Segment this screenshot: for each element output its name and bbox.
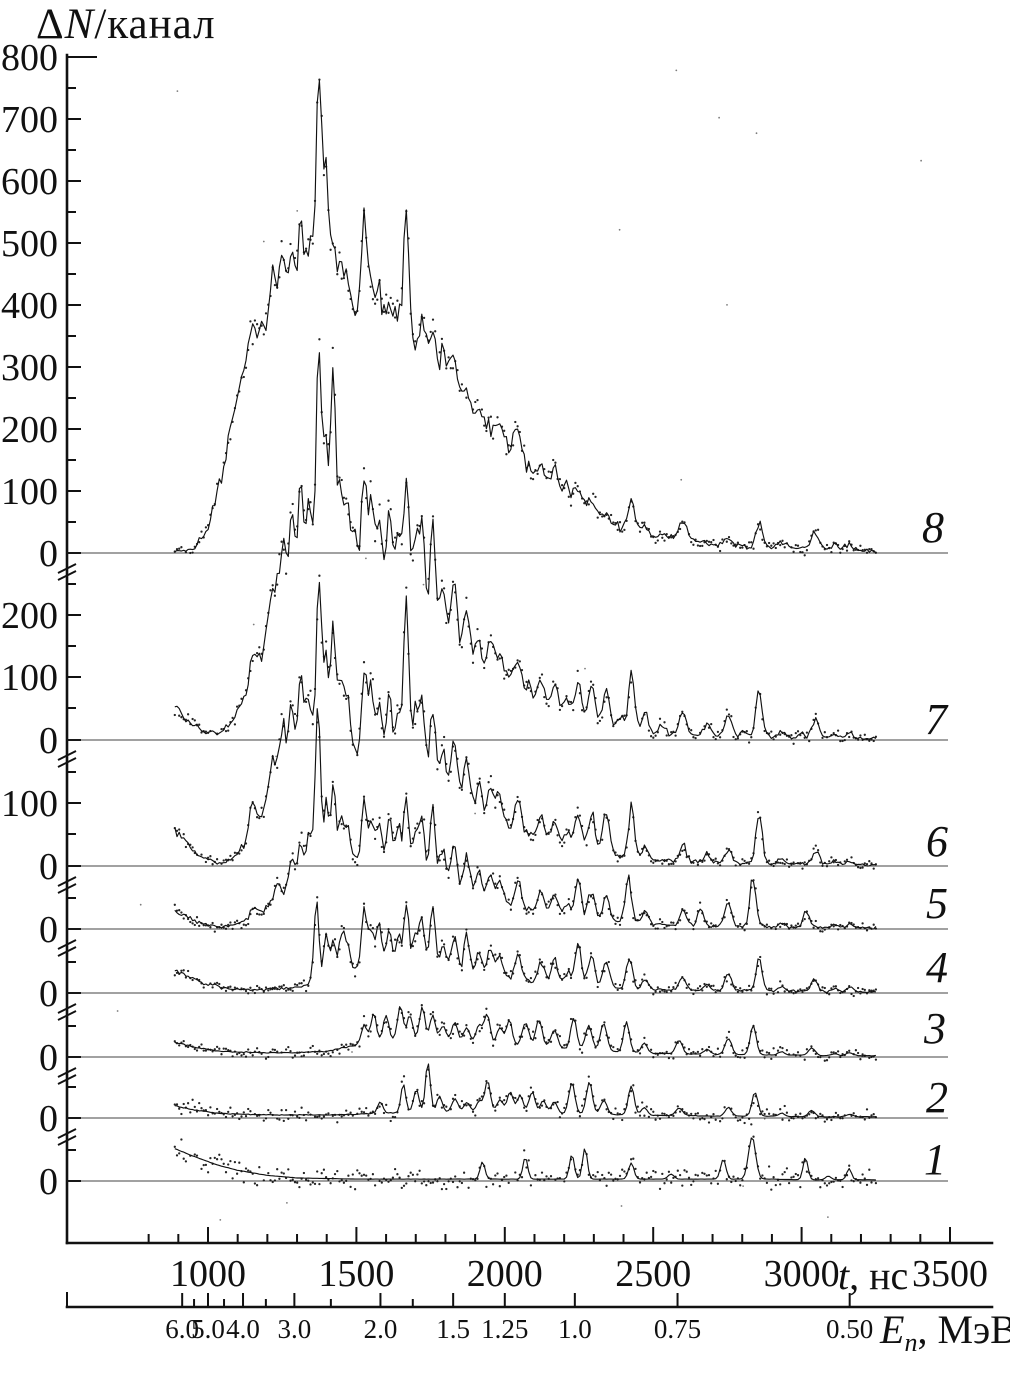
curve-label-5: 5 — [926, 879, 948, 928]
time-unit-text: , нс — [849, 1253, 909, 1298]
time-axis-ticks — [147, 1227, 951, 1243]
y-tick-label-s0-300: 300 — [1, 347, 58, 389]
spectrum-curve-3: 3 — [67, 1004, 948, 1062]
y-tick-label-s1-200: 200 — [1, 595, 58, 637]
curve-label-1: 1 — [924, 1135, 946, 1184]
y-axis-title: ΔN/канал — [36, 0, 216, 49]
energy-tick-label-0.50: 0.50 — [826, 1314, 873, 1344]
spectrum-curve-8: 8 — [67, 78, 948, 557]
data-points-curve-6 — [173, 574, 878, 870]
y-axis-tick-labels: 800 700 600 500 400 300 200 100 0 200 100 0 100 0 0 0 0 0… — [1, 37, 58, 1203]
energy-tick-label-0.75: 0.75 — [654, 1314, 701, 1344]
y-tick-label-s3-0: 0 — [39, 909, 58, 951]
fit-line-curve-6 — [174, 581, 876, 867]
energy-tick-label-3.0: 3.0 — [277, 1314, 311, 1344]
scan-speckle-noise — [116, 69, 923, 1221]
fit-line-curve-8 — [174, 79, 877, 553]
curve-label-2: 2 — [926, 1073, 948, 1122]
energy-axis-title: En, МэВ — [880, 1306, 1010, 1358]
y-tick-label-s0-500: 500 — [1, 223, 58, 265]
y-tick-label-s6-0: 0 — [39, 1098, 58, 1140]
y-tick-label-s0-100: 100 — [1, 471, 58, 513]
energy-tick-label-1.0: 1.0 — [558, 1314, 592, 1344]
y-tick-label-s7-0: 0 — [39, 1161, 58, 1203]
time-tick-label-1000: 1000 — [170, 1253, 246, 1295]
curve-label-6: 6 — [926, 817, 948, 866]
spectrum-curve-1: 1 — [67, 1123, 948, 1191]
fit-line-curve-1 — [174, 1137, 876, 1181]
curve-label-3: 3 — [923, 1004, 946, 1053]
time-tick-label-1500: 1500 — [318, 1253, 394, 1295]
y-tick-label-s4-0: 0 — [39, 973, 58, 1015]
axes — [65, 53, 994, 1309]
y-tick-label-s2-0: 0 — [39, 846, 58, 888]
fit-line-curve-2 — [174, 1063, 876, 1118]
y-axis-quantity-symbol: N — [64, 1, 95, 48]
y-tick-label-s5-0: 0 — [39, 1037, 58, 1079]
y-tick-label-s0-400: 400 — [1, 285, 58, 327]
energy-axis-ticks — [66, 1292, 851, 1307]
spectrum-curve-4: 4 — [67, 896, 948, 998]
y-tick-label-s0-600: 600 — [1, 161, 58, 203]
time-tick-label-3000: 3000 — [764, 1253, 840, 1295]
curve-label-7: 7 — [925, 695, 949, 744]
curve-label-4: 4 — [926, 943, 948, 992]
y-tick-label-s1-0: 0 — [39, 720, 58, 762]
fit-line-curve-4 — [174, 901, 876, 994]
energy-axis-tick-labels: 6.05.0 4.0 3.0 2.0 1.5 1.25 1.0 0.75 0.50 — [165, 1314, 873, 1344]
energy-tick-label-6.0: 6.0 — [165, 1314, 199, 1344]
time-tick-label-3500: 3500 — [912, 1253, 988, 1295]
energy-tick-label-5.0: 5.0 — [191, 1314, 225, 1344]
energy-tick-label-4.0: 4.0 — [226, 1314, 260, 1344]
fit-line-curve-7 — [174, 352, 877, 740]
energy-tick-label-2.0: 2.0 — [364, 1314, 398, 1344]
energy-unit-text: , МэВ — [917, 1307, 1010, 1352]
time-axis-title: t, нс — [838, 1252, 908, 1299]
data-points-curve-1 — [173, 1123, 878, 1191]
y-tick-label-s0-0: 0 — [39, 533, 58, 575]
data-points-curve-4 — [173, 896, 878, 998]
time-tick-label-2500: 2500 — [615, 1253, 691, 1295]
y-tick-label-s0-200: 200 — [1, 409, 58, 451]
spectrum-curve-5: 5 — [67, 708, 948, 933]
data-points-curve-7 — [173, 338, 878, 745]
curve-label-8: 8 — [922, 503, 944, 552]
time-tick-label-2000: 2000 — [467, 1253, 543, 1295]
data-points-curve-8 — [173, 78, 878, 557]
time-axis-tick-labels: 1000 1500 2000 2500 3000 3500 — [170, 1253, 988, 1295]
fit-line-curve-3 — [174, 1006, 876, 1057]
spectrum-curve-6: 6 — [67, 574, 948, 870]
time-symbol: t — [838, 1253, 850, 1298]
y-tick-label-s0-700: 700 — [1, 99, 58, 141]
y-tick-label-s2-100: 100 — [1, 783, 58, 825]
spectrum-curve-7: 7 — [67, 338, 949, 745]
energy-tick-label-1.25: 1.25 — [481, 1314, 528, 1344]
spectrum-curve-2: 2 — [67, 1063, 948, 1125]
energy-symbol: E — [880, 1307, 905, 1352]
y-axis-break-marks — [57, 563, 77, 1146]
y-tick-label-s1-100: 100 — [1, 657, 58, 699]
fit-line-curve-5 — [174, 708, 877, 930]
delta-symbol: Δ — [36, 1, 65, 48]
y-axis-unit-text: /канал — [94, 1, 216, 48]
energy-tick-label-1.5: 1.5 — [436, 1314, 470, 1344]
energy-symbol-subscript: n — [904, 1327, 918, 1357]
y-tick-label-s0-800: 800 — [1, 37, 58, 79]
